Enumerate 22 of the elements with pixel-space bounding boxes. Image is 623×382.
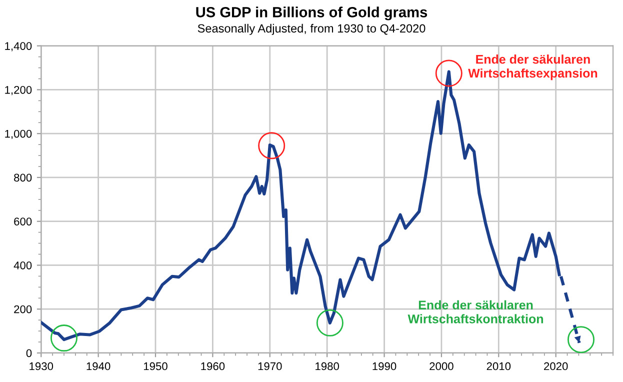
- x-tick-label: 1940: [86, 362, 110, 370]
- x-tick-label: 1960: [201, 362, 225, 370]
- annotation: Ende der säkularen Wirtschaftsexpansion: [468, 54, 598, 80]
- y-tick-label: 800: [14, 174, 32, 182]
- y-tick-label: 1,400: [5, 42, 32, 52]
- x-tick-label: 1950: [144, 362, 168, 370]
- x-tick-label: 1930: [30, 362, 54, 370]
- y-tick-label: 0: [26, 349, 32, 358]
- x-tick-label: 1990: [372, 362, 396, 370]
- y-tick-label: 600: [14, 218, 32, 226]
- x-tick-label: 1970: [258, 362, 282, 370]
- y-tick-label: 200: [14, 305, 32, 314]
- x-tick-label: 2020: [544, 362, 568, 370]
- y-tick-label: 400: [14, 261, 32, 270]
- chart-subtitle: Seasonally Adjusted, from 1930 to Q4-2020: [198, 24, 426, 35]
- x-tick-label: 2000: [430, 362, 454, 370]
- annotation: Ende der säkularen Wirtschaftskontraktion: [408, 300, 544, 324]
- y-tick-label: 1,000: [5, 130, 32, 140]
- y-tick-label: 1,200: [5, 86, 32, 96]
- chart-title: US GDP in Billions of Gold grams: [196, 6, 428, 20]
- x-tick-label: 1980: [316, 362, 339, 370]
- x-tick-label: 2010: [486, 362, 511, 370]
